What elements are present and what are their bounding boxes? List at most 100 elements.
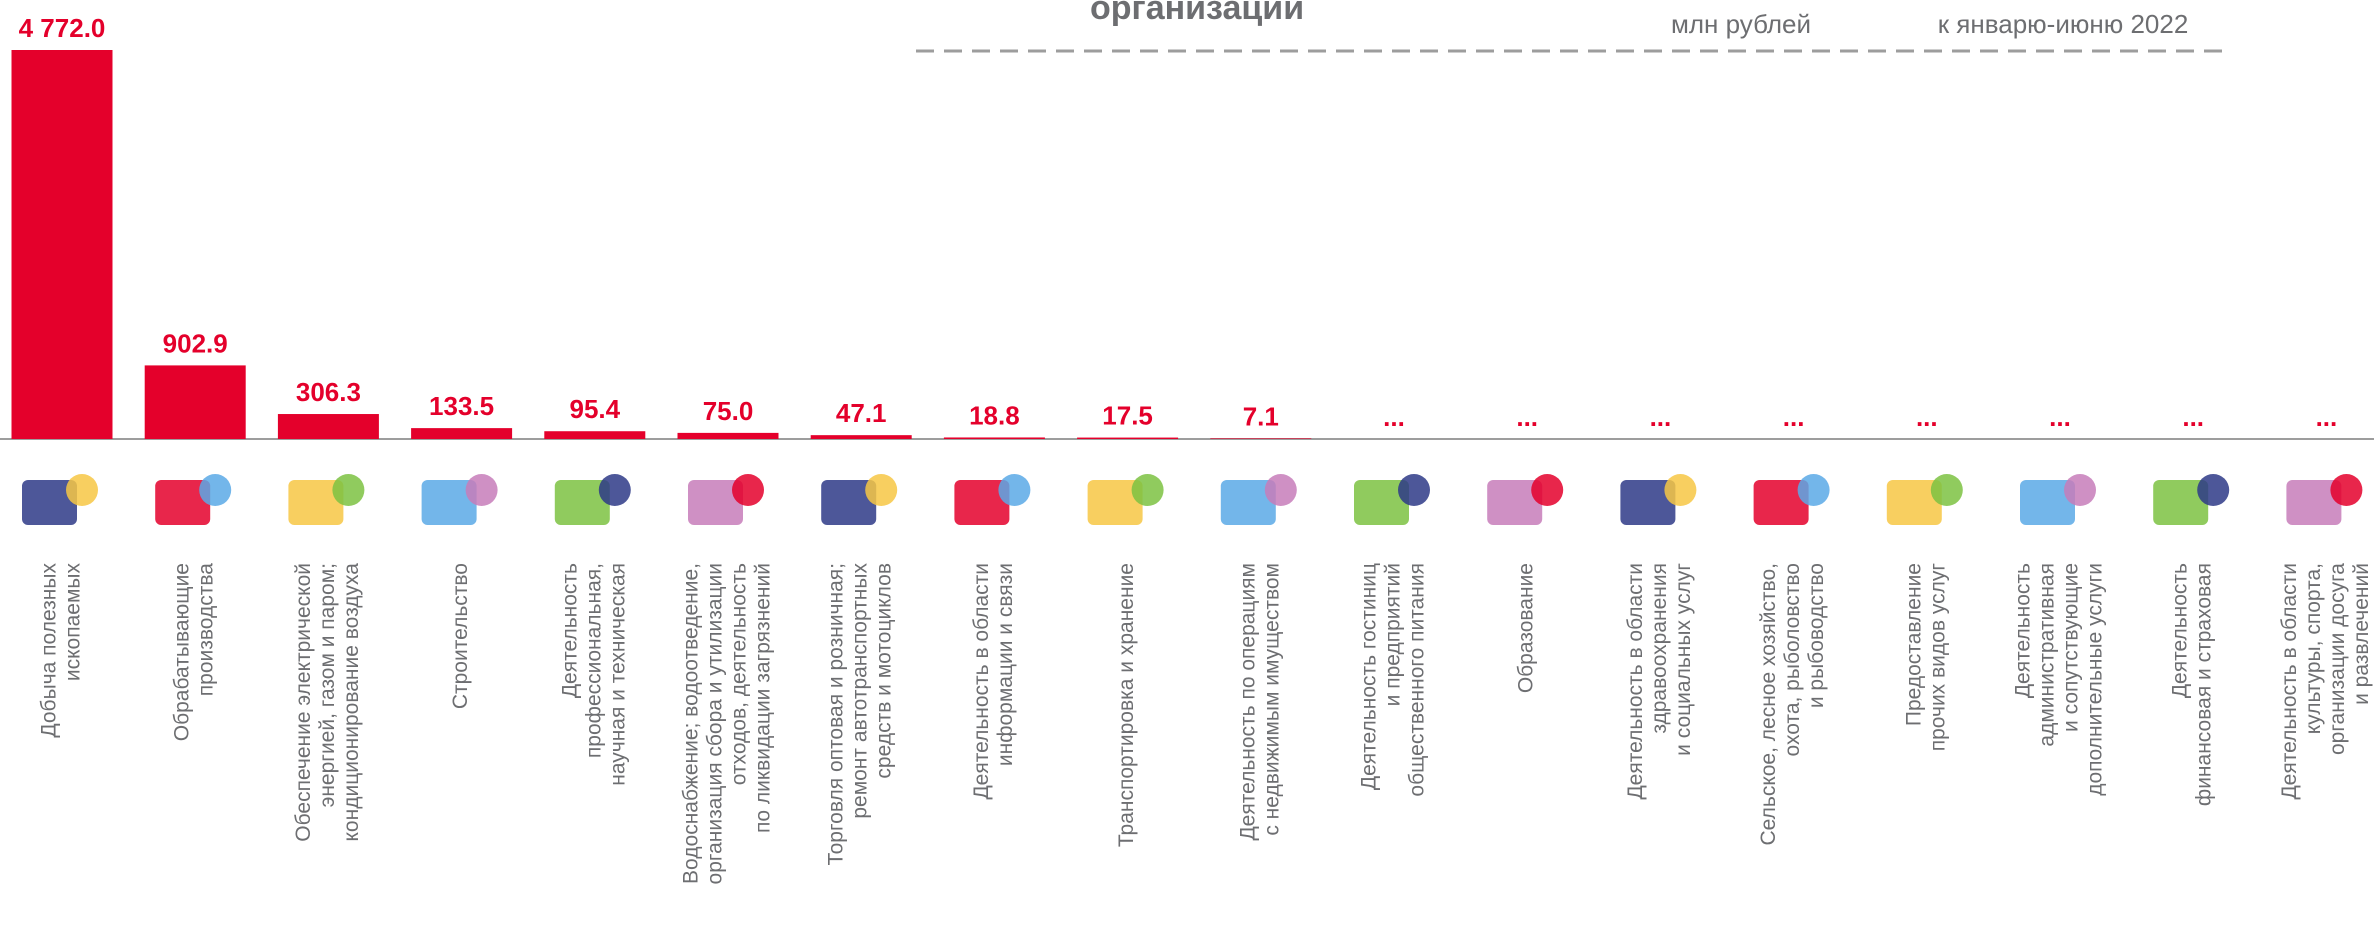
category-icon bbox=[555, 474, 631, 525]
category-icon bbox=[2020, 474, 2096, 525]
category-label: Водоснабжение; водоотведение, bbox=[680, 563, 703, 884]
icon-shape bbox=[998, 474, 1030, 506]
category-label: прочих видов услуг bbox=[1926, 563, 1949, 752]
category-label: финансовая и страховая bbox=[2193, 563, 2216, 806]
unit-label: млн рублей bbox=[1671, 9, 1811, 39]
category-label: дополнительные услуги bbox=[2084, 563, 2107, 796]
category-label: Деятельность bbox=[558, 563, 581, 698]
category-label: организация сбора и утилизации bbox=[704, 563, 727, 884]
icon-shape bbox=[732, 474, 764, 506]
category-label: Деятельность bbox=[2169, 563, 2192, 698]
value-label: ... bbox=[2182, 402, 2204, 432]
category-label: административная bbox=[2036, 563, 2059, 747]
icon-shape bbox=[66, 474, 98, 506]
value-label: ... bbox=[1650, 402, 1672, 432]
category-icon bbox=[1620, 474, 1696, 525]
icon-shape bbox=[599, 474, 631, 506]
category-icon bbox=[1088, 474, 1164, 525]
category-label: Транспортировка и хранение bbox=[1115, 563, 1138, 847]
category-icon bbox=[954, 474, 1030, 525]
category-label: здравоохранения bbox=[1648, 563, 1671, 734]
category-label: Деятельность в области bbox=[2278, 563, 2301, 800]
category-label: ископаемых bbox=[62, 563, 85, 682]
category-label: с недвижимым имуществом bbox=[1260, 563, 1283, 836]
value-label: 902.9 bbox=[163, 328, 228, 358]
category-label: информации и связи bbox=[994, 563, 1017, 766]
comparison-label: к январю-июню 2022 bbox=[1938, 9, 2189, 39]
category-label: Предоставление bbox=[1902, 563, 1925, 726]
value-label: 7.1 bbox=[1243, 401, 1279, 431]
category-label: производства bbox=[195, 563, 218, 697]
category-icon bbox=[2153, 474, 2229, 525]
category-label: и рыбоводство bbox=[1805, 563, 1828, 708]
value-label: 95.4 bbox=[569, 394, 620, 424]
icon-shape bbox=[865, 474, 897, 506]
category-icon bbox=[1221, 474, 1297, 525]
page: {"header": {"subtitle": "организации", "… bbox=[0, 0, 2374, 933]
bar bbox=[678, 433, 779, 439]
icon-shape bbox=[2197, 474, 2229, 506]
value-label: 17.5 bbox=[1102, 400, 1153, 430]
bar bbox=[1077, 438, 1178, 439]
category-label: Образование bbox=[1515, 563, 1538, 693]
category-icon bbox=[688, 474, 764, 525]
category-icon bbox=[22, 474, 98, 525]
category-icon bbox=[1754, 474, 1830, 525]
category-icon bbox=[422, 474, 498, 525]
icon-shape bbox=[2064, 474, 2096, 506]
bar bbox=[811, 435, 912, 439]
icon-shape bbox=[199, 474, 231, 506]
icon-shape bbox=[1398, 474, 1430, 506]
category-label: культуры, спорта, bbox=[2302, 563, 2325, 734]
value-label: 306.3 bbox=[296, 377, 361, 407]
value-label: 18.8 bbox=[969, 400, 1020, 430]
header-subtitle: организации bbox=[1090, 0, 1304, 27]
category-label: и развлечений bbox=[2350, 563, 2373, 705]
icon-shape bbox=[1664, 474, 1696, 506]
value-label: ... bbox=[1783, 402, 1805, 432]
value-label: ... bbox=[1516, 402, 1538, 432]
category-label: Торговля оптовая и розничная; bbox=[825, 563, 848, 866]
category-label: и сопутствующие bbox=[2060, 563, 2083, 732]
bar bbox=[1210, 438, 1311, 439]
category-icon bbox=[1887, 474, 1963, 525]
category-icon bbox=[2286, 474, 2362, 525]
bar bbox=[544, 431, 645, 439]
value-label: ... bbox=[1383, 402, 1405, 432]
category-label: кондиционирование воздуха bbox=[340, 563, 363, 842]
icon-shape bbox=[466, 474, 498, 506]
category-label: Деятельность в области bbox=[1624, 563, 1647, 800]
category-label: общественного питания bbox=[1406, 563, 1429, 797]
category-label: Добыча полезных bbox=[38, 563, 61, 738]
category-icon bbox=[1354, 474, 1430, 525]
category-icon bbox=[288, 474, 364, 525]
category-label: профессиональная, bbox=[582, 563, 605, 758]
value-label: ... bbox=[1916, 402, 1938, 432]
category-label: Строительство bbox=[449, 563, 472, 709]
value-label: ... bbox=[2049, 402, 2071, 432]
category-label: охота, рыболовство bbox=[1781, 563, 1804, 756]
category-icon bbox=[1487, 474, 1563, 525]
icon-shape bbox=[2330, 474, 2362, 506]
value-label: 133.5 bbox=[429, 391, 494, 421]
category-label: отходов, деятельность bbox=[728, 563, 751, 785]
category-label: Деятельность гостиниц bbox=[1358, 563, 1381, 790]
category-label: Деятельность bbox=[2012, 563, 2035, 698]
icon-shape bbox=[1531, 474, 1563, 506]
category-label: средств и мотоциклов bbox=[873, 563, 896, 779]
icon-shape bbox=[1931, 474, 1963, 506]
icon-shape bbox=[1798, 474, 1830, 506]
bar bbox=[278, 414, 379, 439]
bar bbox=[12, 50, 113, 439]
category-label: организации досуга bbox=[2326, 563, 2349, 755]
value-label: 4 772.0 bbox=[19, 13, 106, 43]
value-label: 47.1 bbox=[836, 398, 887, 428]
bar bbox=[411, 428, 512, 439]
category-label: Обрабатывающие bbox=[171, 563, 194, 741]
category-label: по ликвидации загрязнений bbox=[752, 563, 775, 833]
category-label: Обеспечение электрической bbox=[292, 563, 315, 842]
category-label: ремонт автотранспортных bbox=[849, 563, 872, 819]
category-label: Сельское, лесное хозяйство, bbox=[1757, 563, 1780, 846]
category-label: научная и техническая bbox=[606, 563, 629, 786]
category-label: Деятельность по операциям bbox=[1236, 563, 1259, 841]
